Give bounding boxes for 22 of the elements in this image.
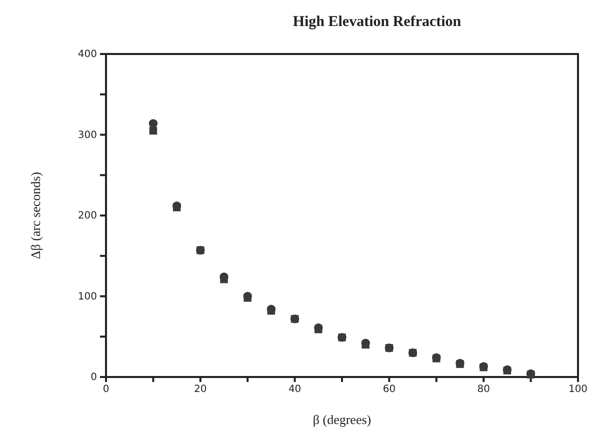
x-tick-label: 100 [568, 384, 588, 396]
point [149, 126, 158, 135]
y-tick-label: 400 [78, 49, 97, 60]
y-tick-label: 300 [78, 130, 97, 141]
point [172, 204, 181, 212]
x-tick-label: 60 [382, 384, 396, 396]
x-tick-label: 80 [477, 384, 490, 396]
y-tick-label: 100 [78, 291, 97, 302]
point [408, 348, 417, 357]
x-tick-label: 40 [288, 384, 302, 396]
x-tick-label: 20 [194, 384, 207, 396]
x-tick-label: 0 [102, 384, 110, 396]
y-axis-title: Δβ (arc seconds) [28, 172, 43, 260]
x-axis-title: β (degrees) [312, 412, 372, 427]
point [290, 314, 299, 323]
y-tick-label: 0 [90, 372, 97, 384]
point [148, 119, 158, 128]
chart-title: High Elevation Refraction [292, 14, 462, 30]
point [385, 344, 394, 352]
y-tick-label: 200 [78, 210, 97, 222]
point [338, 334, 346, 342]
point [196, 246, 204, 254]
